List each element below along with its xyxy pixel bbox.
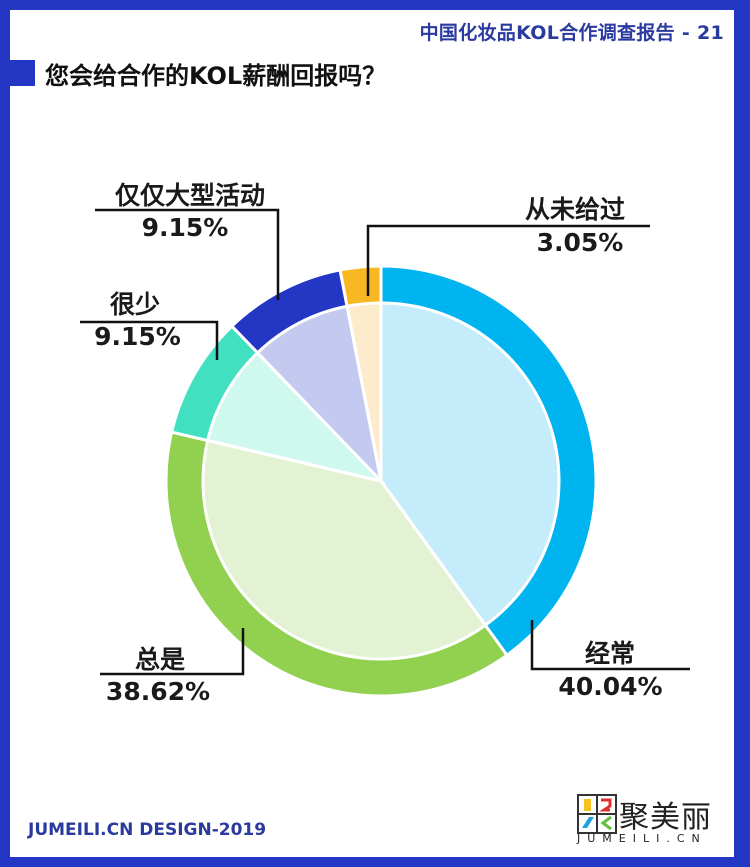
pie-slice-inner-never	[345, 301, 383, 482]
leader-line-rarely	[80, 320, 219, 360]
logo-chinese-text: 聚美丽	[619, 800, 712, 835]
logo-english-text: JUMEILI.CN	[577, 832, 707, 845]
leader-line-large-events	[95, 208, 280, 300]
leader-line-never	[366, 224, 650, 296]
label-value-always: 38.62%	[105, 677, 211, 706]
leader-line-often	[530, 620, 690, 671]
label-value-large-events: 9.15%	[141, 213, 229, 242]
pie-slice-inner-rarely	[205, 350, 386, 484]
chart-question-title: 您会给合作的KOL薪酬回报吗？	[45, 62, 387, 90]
logo-mark-icon	[577, 794, 617, 834]
jumeili-logo: 聚美丽 JUMEILI.CN	[577, 792, 717, 852]
pie-slice-inner-always	[201, 438, 488, 661]
design-credit: JUMEILI.CN DESIGN-2019	[28, 820, 267, 840]
label-name-rarely: 很少	[109, 290, 160, 319]
label-value-often: 40.04%	[558, 672, 663, 701]
label-value-never: 3.05%	[536, 228, 624, 257]
leader-line-always	[100, 628, 245, 676]
label-name-large-events: 仅仅大型活动	[114, 181, 265, 210]
title-accent-bar	[10, 60, 35, 86]
label-name-never: 从未给过	[524, 195, 625, 224]
pie-slice-inner-large-events	[255, 304, 384, 486]
leader-lines	[80, 208, 690, 676]
label-name-always: 总是	[134, 645, 185, 674]
pie-slices	[164, 264, 598, 698]
label-name-often: 经常	[584, 639, 635, 668]
label-value-rarely: 9.15%	[94, 322, 181, 351]
pie-slice-inner-often	[379, 301, 561, 628]
report-title: 中国化妆品KOL合作调查报告 - 21	[419, 22, 724, 44]
